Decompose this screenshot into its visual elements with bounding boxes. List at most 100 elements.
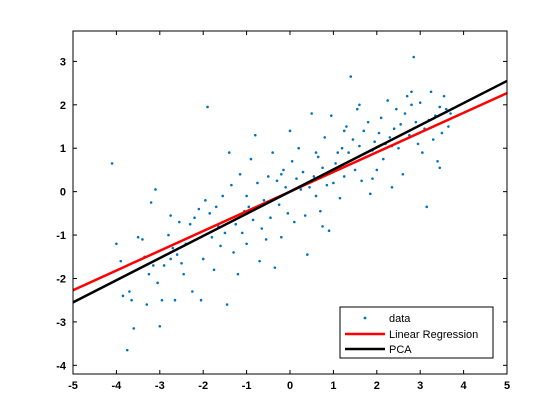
data-point: [338, 196, 342, 200]
data-point: [421, 151, 424, 154]
data-point: [162, 264, 166, 267]
data-point: [238, 172, 242, 176]
data-point: [128, 290, 131, 293]
data-point: [310, 112, 314, 115]
data-point: [316, 155, 320, 159]
data-point: [258, 259, 261, 263]
data-point: [225, 303, 229, 306]
data-point: [206, 105, 209, 109]
data-point: [262, 199, 266, 202]
data-point: [273, 266, 277, 269]
data-point: [201, 257, 205, 261]
data-point: [249, 157, 253, 161]
data-point: [223, 231, 227, 235]
data-point: [425, 205, 429, 209]
data-point: [440, 131, 444, 135]
data-point: [438, 166, 442, 170]
data-point: [403, 112, 407, 115]
data-point: [366, 120, 370, 124]
data-point: [269, 216, 272, 219]
data-point: [178, 220, 181, 224]
data-point: [438, 105, 442, 109]
data-point: [358, 103, 361, 107]
data-point: [171, 246, 175, 250]
x-tick-label: 0: [287, 380, 293, 392]
data-point: [130, 298, 133, 302]
data-point: [180, 261, 183, 265]
legend-label-regression: Linear Regression: [389, 329, 478, 341]
data-point: [301, 170, 305, 174]
data-point: [245, 194, 248, 198]
data-point: [360, 179, 363, 183]
data-point: [431, 138, 435, 141]
data-point: [264, 238, 268, 241]
x-tick-label: 2: [374, 380, 380, 392]
data-point: [256, 181, 259, 185]
data-point: [288, 129, 292, 133]
y-tick-label: 0: [60, 187, 66, 199]
data-point: [253, 133, 257, 137]
x-tick-label: -5: [68, 380, 78, 392]
data-point: [193, 216, 196, 219]
legend-label-data: data: [389, 313, 411, 325]
data-point: [321, 166, 324, 170]
data-point: [240, 231, 244, 235]
data-point: [145, 303, 149, 306]
data-point: [342, 175, 346, 178]
data-point: [199, 298, 203, 302]
data-point: [230, 183, 233, 187]
data-point: [245, 242, 248, 246]
data-point: [197, 207, 201, 211]
data-point: [191, 290, 194, 293]
data-point: [429, 90, 433, 94]
data-point: [329, 114, 333, 117]
y-axis: -4 -3 -2 -1 0 1 2 3: [56, 56, 507, 372]
data-point: [277, 203, 281, 206]
data-point: [319, 209, 322, 213]
data-point: [169, 214, 172, 217]
data-point: [290, 159, 294, 163]
data-point: [214, 205, 218, 209]
data-point: [247, 205, 251, 209]
y-tick-label: 3: [60, 56, 66, 68]
data-point: [251, 218, 255, 222]
data-point: [141, 238, 144, 241]
data-point: [332, 181, 335, 185]
data-point: [158, 324, 162, 328]
data-point: [382, 157, 385, 161]
data-point: [295, 177, 298, 180]
data-point: [371, 177, 374, 180]
data-point: [397, 146, 400, 150]
data-point: [312, 175, 316, 178]
data-point: [132, 327, 136, 330]
data-point: [368, 192, 372, 196]
data-point: [395, 107, 398, 111]
data-point: [282, 168, 285, 172]
data-point: [345, 125, 348, 128]
data-point: [327, 229, 331, 233]
legend-marker-data: [363, 316, 367, 320]
data-point: [284, 186, 287, 189]
data-point: [392, 127, 396, 130]
data-point: [401, 172, 405, 176]
data-point: [336, 151, 340, 154]
data-point: [234, 222, 238, 226]
data-point: [151, 264, 155, 267]
data-point: [379, 116, 383, 120]
data-point: [280, 172, 283, 176]
scatter-series: [110, 55, 452, 352]
data-point: [377, 131, 381, 135]
data-point: [271, 151, 274, 154]
y-tick-label: 1: [60, 143, 66, 155]
data-point: [388, 136, 392, 139]
data-point: [188, 222, 192, 226]
data-point: [119, 259, 123, 263]
data-point: [323, 136, 327, 139]
y-tick-label: 2: [60, 100, 66, 112]
x-tick-label: -1: [242, 380, 252, 392]
data-point: [204, 199, 207, 202]
x-axis: -5 -4 -3 -2 -1 0 1 2 3 4 5: [68, 31, 510, 392]
data-point: [349, 75, 353, 78]
data-point: [173, 298, 177, 302]
